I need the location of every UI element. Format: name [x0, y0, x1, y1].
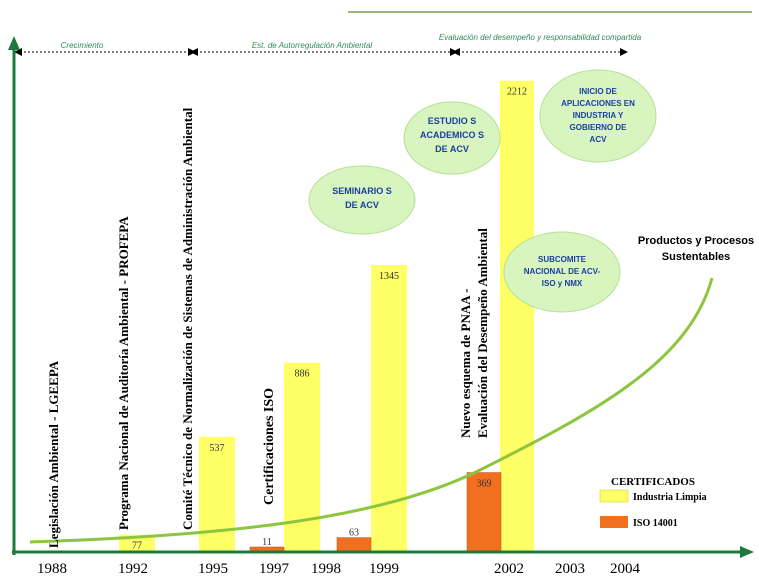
bar-label-industria-1995: 537 [210, 443, 225, 454]
bubble-estudios-line-1: ESTUDIO S [428, 116, 477, 126]
bar-iso-1999 [336, 537, 372, 552]
bar-label-industria-1999: 1345 [379, 271, 399, 282]
bubble-seminarios-line-1: SEMINARIO S [332, 186, 392, 196]
bar-label-industria-2002: 2212 [507, 87, 527, 98]
x-axis-arrowhead [740, 546, 754, 558]
bubble-subcomite-shape [503, 231, 621, 313]
bubble-subcomite-line-2: NACIONAL DE ACV- [524, 267, 601, 276]
bar-industria-1995 [199, 436, 235, 551]
phase-arrow-3-head-right [620, 48, 628, 56]
x-tick-2002: 2002 [494, 561, 524, 577]
bubble-estudios-shape [403, 101, 501, 175]
legend-title: CERTIFICADOS [611, 476, 695, 488]
bar-label-iso-1997: 11 [262, 537, 272, 548]
bubble-inicio-line-3: INDUSTRIA Y [573, 111, 624, 120]
x-tick-1997: 1997 [259, 561, 290, 577]
phase-label-3: Evaluación del desempeño y responsabilid… [439, 33, 642, 42]
bubble-inicio-line-5: ACV [590, 135, 608, 144]
bubble-inicio: INICIO DE APLICACIONES EN INDUSTRIA Y GO… [539, 69, 657, 163]
phase-arrows [14, 48, 628, 56]
legend-label-industria: Industria Limpia [633, 492, 707, 503]
bar-iso-2002 [466, 472, 502, 552]
curve-label-line-1: Productos y Procesos [638, 235, 754, 247]
milestone-comite: Comité Técnico de Normalización de Siste… [180, 107, 195, 530]
bubble-seminarios-shape [308, 165, 416, 235]
x-tick-1992: 1992 [118, 561, 148, 577]
curve-label-line-2: Sustentables [662, 251, 730, 263]
milestone-pnaa-2: Evaluación del Desempeño Ambiental [475, 228, 490, 438]
bubble-inicio-line-4: GOBIERNO DE [570, 123, 628, 132]
x-tick-1995: 1995 [198, 561, 228, 577]
legend-swatch-iso [600, 516, 628, 528]
bubble-inicio-line-1: INICIO DE [579, 87, 617, 96]
growth-curve [29, 277, 714, 544]
x-tick-1988: 1988 [37, 561, 67, 577]
bar-industria-2002 [500, 80, 534, 551]
milestone-profepa: Programa Nacional de Auditoría Ambiental… [116, 216, 131, 530]
x-tick-2003: 2003 [555, 561, 585, 577]
bubble-seminarios-line-2: DE ACV [345, 200, 379, 210]
phase-arrow-3-head-left [452, 48, 460, 56]
bubble-estudios-line-2: ACADEMICO S [420, 130, 484, 140]
x-tick-1998: 1998 [311, 561, 341, 577]
bar-label-industria-1992: 77 [132, 541, 142, 552]
bars-group [119, 80, 534, 552]
bubble-inicio-shape [539, 69, 657, 163]
bubble-subcomite-line-1: SUBCOMITE [538, 255, 587, 264]
bar-label-iso-1999: 63 [349, 528, 359, 539]
milestone-lgeepa: Legislación Ambiental - LGEEPA [46, 360, 61, 548]
bar-industria-1999 [371, 265, 407, 551]
bar-label-iso-2002: 369 [477, 479, 492, 490]
y-axis-arrowhead [8, 36, 20, 50]
bubble-seminarios: SEMINARIO S DE ACV [308, 165, 416, 235]
x-tick-2004: 2004 [610, 561, 641, 577]
bubble-inicio-line-2: APLICACIONES EN [561, 99, 635, 108]
x-tick-1999: 1999 [369, 561, 399, 577]
bubble-estudios-line-3: DE ACV [435, 144, 469, 154]
bar-label-industria-1998: 886 [295, 369, 310, 380]
bubble-estudios: ESTUDIO S ACADEMICO S DE ACV [403, 101, 501, 175]
phase-label-2: Est. de Autorregulación Ambiental [252, 41, 373, 50]
bubble-subcomite-line-3: ISO y NMX [542, 279, 583, 288]
legend: CERTIFICADOS Industria Limpia ISO 14001 [599, 476, 707, 529]
milestone-iso: Certificaciones ISO [262, 388, 277, 505]
legend-label-iso: ISO 14001 [633, 518, 678, 529]
phase-arrow-2-head-left [190, 48, 198, 56]
legend-swatch-industria [599, 489, 629, 503]
x-tick-labels: 1988 1992 1995 1997 1998 1999 2002 2003 2004 [37, 561, 641, 577]
bubble-subcomite: SUBCOMITE NACIONAL DE ACV- ISO y NMX [503, 231, 621, 313]
phase-label-1: Crecimiento [61, 41, 104, 50]
milestone-pnaa-1: Nuevo esquema de PNAA - [458, 289, 473, 439]
bar-labels-group: 77 537 886 1345 2212 11 63 369 [132, 87, 527, 552]
